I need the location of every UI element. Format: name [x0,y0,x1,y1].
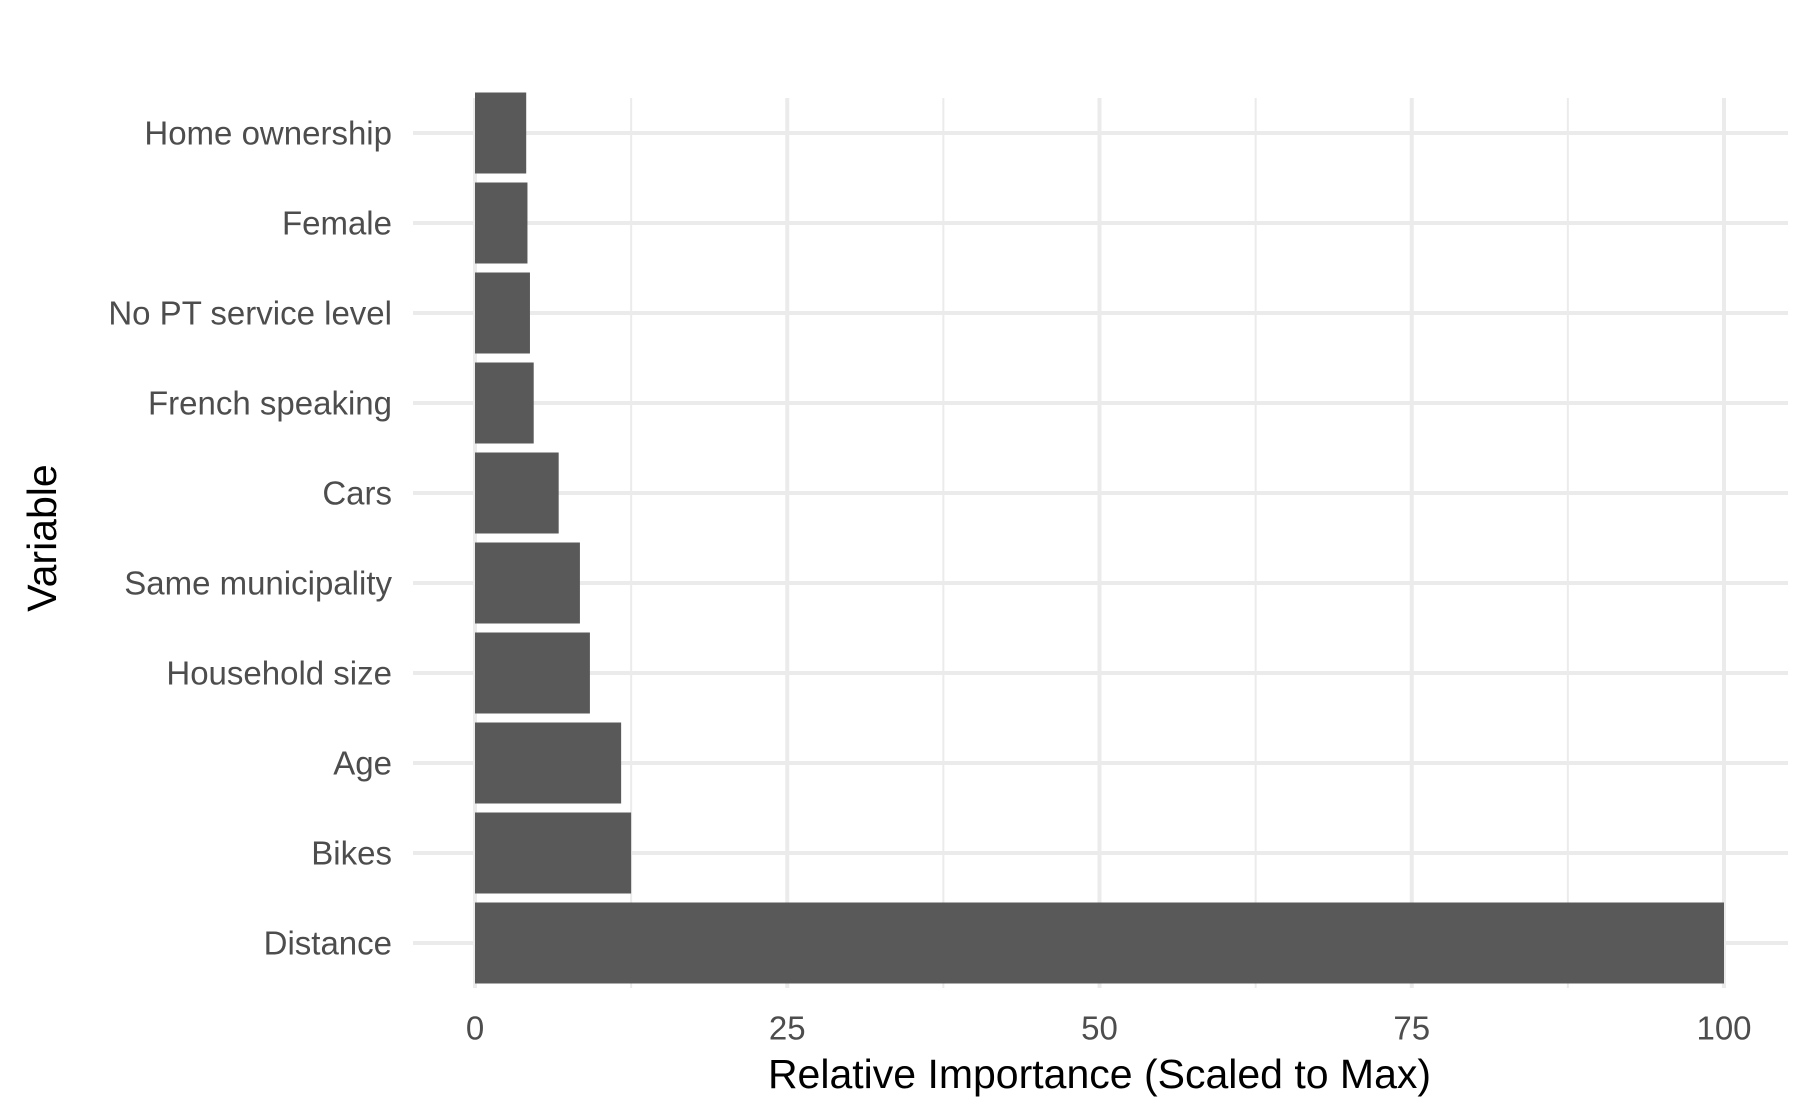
x-tick-label: 0 [466,1010,484,1047]
x-tick-label: 25 [769,1010,806,1047]
x-tick-label: 75 [1393,1010,1430,1047]
bar [475,722,622,804]
grid-layer [413,98,1788,988]
bar [475,812,632,894]
x-tick-label: 100 [1696,1010,1751,1047]
y-tick-label: Cars [322,475,392,512]
y-tick-label: Age [333,745,392,782]
bar [475,362,534,444]
x-tick-labels: 0 25 50 75 100 [466,1010,1752,1047]
bar [475,632,590,714]
bar [475,272,530,354]
y-tick-label: Household size [166,655,392,692]
bar [475,92,527,174]
y-tick-label: French speaking [148,385,392,422]
bar [475,902,1724,984]
bar [475,452,559,534]
bars-layer [475,92,1724,984]
x-axis-title: Relative Importance (Scaled to Max) [768,1051,1431,1097]
y-tick-label: Same municipality [124,565,392,602]
x-tick-label: 50 [1081,1010,1118,1047]
y-tick-labels: Distance Bikes Age Household size Same munic… [108,115,392,962]
y-tick-label: Home ownership [144,115,392,152]
y-tick-label: No PT service level [108,295,392,332]
y-tick-label: Distance [264,925,392,962]
y-tick-label: Female [282,205,392,242]
y-tick-label: Bikes [311,835,392,872]
bar [475,542,580,624]
y-axis-title: Variable [19,464,65,611]
bar [475,182,528,264]
